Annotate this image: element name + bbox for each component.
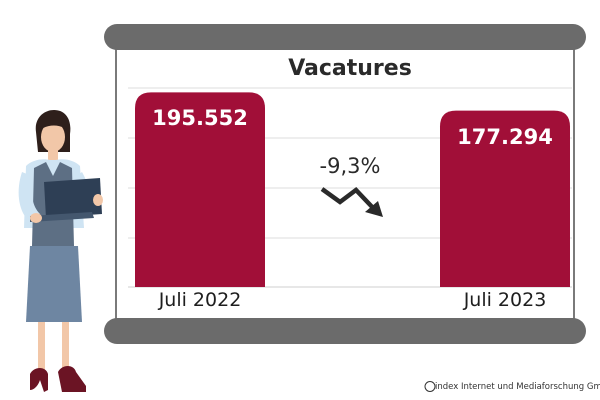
value-label-juli-2023: 177.294	[457, 124, 553, 149]
copyright-icon	[424, 381, 436, 392]
category-label-juli-2023: Juli 2023	[463, 289, 547, 311]
credit-text: index Internet und Mediaforschung GmbH	[424, 382, 600, 392]
value-label-juli-2022: 195.552	[152, 106, 248, 131]
downward-trend-arrow-icon	[320, 186, 383, 217]
chart-title: Vacatures	[288, 56, 412, 81]
bar-juli-2023	[440, 110, 570, 287]
bar-juli-2022	[135, 92, 265, 288]
category-label-juli-2022: Juli 2022	[158, 289, 242, 311]
bottom-roller	[104, 318, 586, 344]
top-roller	[104, 24, 586, 50]
woman-with-laptop-illustration	[18, 110, 103, 392]
change-label: -9,3%	[319, 154, 381, 178]
credit-label: index Internet und Mediaforschung GmbH	[435, 382, 600, 392]
